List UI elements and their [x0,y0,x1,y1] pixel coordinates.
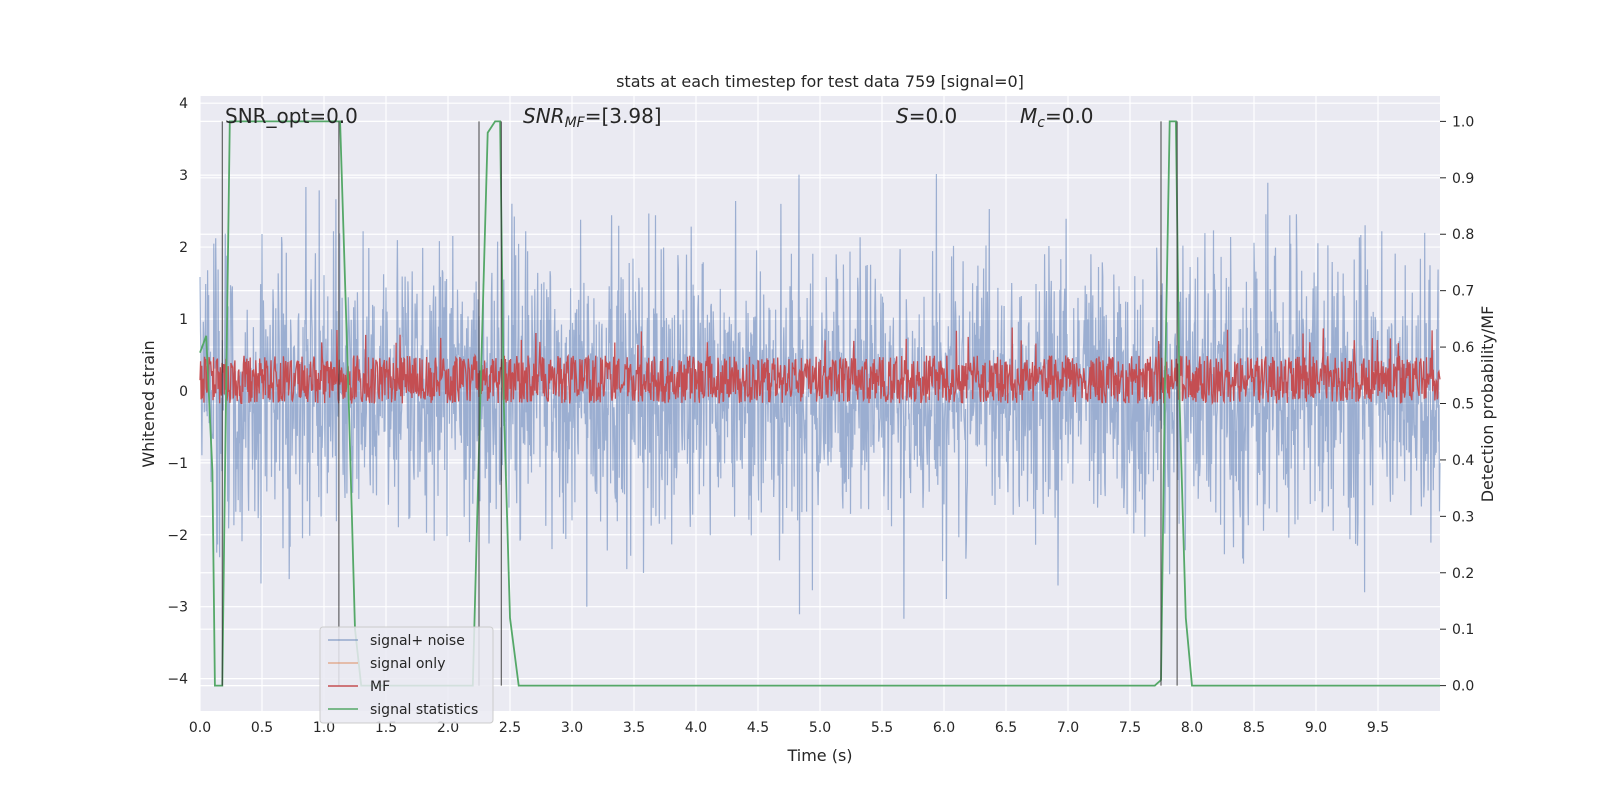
y-tick-label-0: −4 [167,672,188,688]
annotation-snr-mf-subscript: MF [565,115,586,131]
y-tick-label-2: −2 [167,528,188,544]
annotation-mc-subscript: c [1037,115,1045,131]
x-tick-label-18: 9.0 [1305,720,1327,736]
chart-title: stats at each timestep for test data 759… [616,72,1024,91]
annotation-s: S=0.0 [896,104,957,128]
tick-labels: 0.0 0.5 1.0 1.5 2.0 2.5 3.0 3.5 4.0 4.5 5.0 5.5 6.0 6… [167,96,1474,736]
x-tick-label-2: 1.0 [313,720,335,736]
x-tick-label-4: 2.0 [437,720,459,736]
x-tick-label-16: 8.0 [1181,720,1203,736]
annotation-snr-mf-value: =[3.98] [585,104,662,128]
legend-label-signal-only: signal only [370,656,445,672]
x-tick-label-11: 5.5 [871,720,893,736]
y2-tick-label-8: 0.8 [1452,227,1474,243]
y-tick-label-6: 2 [179,240,188,256]
annotation-s-symbol: S [896,104,909,128]
annotation-snr-mf-symbol: SNR [523,104,565,128]
y2-tick-label-7: 0.7 [1452,284,1474,300]
y-tick-label-5: 1 [179,312,188,328]
x-tick-label-13: 6.5 [995,720,1017,736]
x-tick-label-8: 4.0 [685,720,707,736]
y-tick-label-1: −3 [167,600,188,616]
x-tick-label-9: 4.5 [747,720,769,736]
x-axis-label: Time (s) [786,746,852,765]
y2-tick-label-0: 0.0 [1452,679,1474,695]
series-mf [199,327,1441,406]
y2-tick-label-2: 0.2 [1452,566,1474,582]
legend: signal+ noise signal only MF signal stat… [319,626,494,724]
x-tick-label-15: 7.5 [1119,720,1141,736]
legend-label-signal-noise: signal+ noise [370,633,465,649]
y-tick-label-7: 3 [179,168,188,184]
annotation-snr-opt: SNR_opt=0.0 [225,104,358,128]
x-tick-label-1: 0.5 [251,720,273,736]
y2-tick-label-9: 0.9 [1452,171,1474,187]
y2-tick-label-3: 0.3 [1452,509,1474,525]
annotation-mc-value: =0.0 [1045,104,1094,128]
x-tick-label-3: 1.5 [375,720,397,736]
annotation-s-value: =0.0 [909,104,958,128]
series-signal-statistics [199,120,1440,687]
annotation-mc: Mc=0.0 [1020,104,1094,131]
y2-tick-label-10: 1.0 [1452,114,1474,130]
x-tick-label-5: 2.5 [499,720,521,736]
legend-label-mf: MF [370,679,390,695]
legend-label-signal-statistics: signal statistics [370,702,478,718]
annotation-mc-symbol: M [1020,104,1037,128]
y2-tick-label-5: 0.5 [1452,397,1474,413]
annotation-snr-mf: SNRMF=[3.98] [523,104,662,131]
y2-tick-label-4: 0.4 [1452,453,1474,469]
x-tick-label-10: 5.0 [809,720,831,736]
y-tick-label-3: −1 [167,456,188,472]
x-tick-label-19: 9.5 [1367,720,1389,736]
x-tick-label-6: 3.0 [561,720,583,736]
y2-axis-label: Detection probability/MF [1478,306,1497,503]
series-signal-noise [199,173,1441,619]
y2-tick-label-6: 0.6 [1452,340,1474,356]
x-tick-label-14: 7.0 [1057,720,1079,736]
vertical-markers [221,121,1178,686]
y-tick-label-8: 4 [179,96,188,112]
y2-tick-label-1: 0.1 [1452,622,1474,638]
x-tick-label-0: 0.0 [189,720,211,736]
x-tick-label-7: 3.5 [623,720,645,736]
x-tick-label-17: 8.5 [1243,720,1265,736]
legend-box [319,626,494,724]
y-tick-label-4: 0 [179,384,188,400]
y-axis-label: Whitened strain [139,340,158,467]
x-tick-label-12: 6.0 [933,720,955,736]
series-layer [199,120,1441,687]
